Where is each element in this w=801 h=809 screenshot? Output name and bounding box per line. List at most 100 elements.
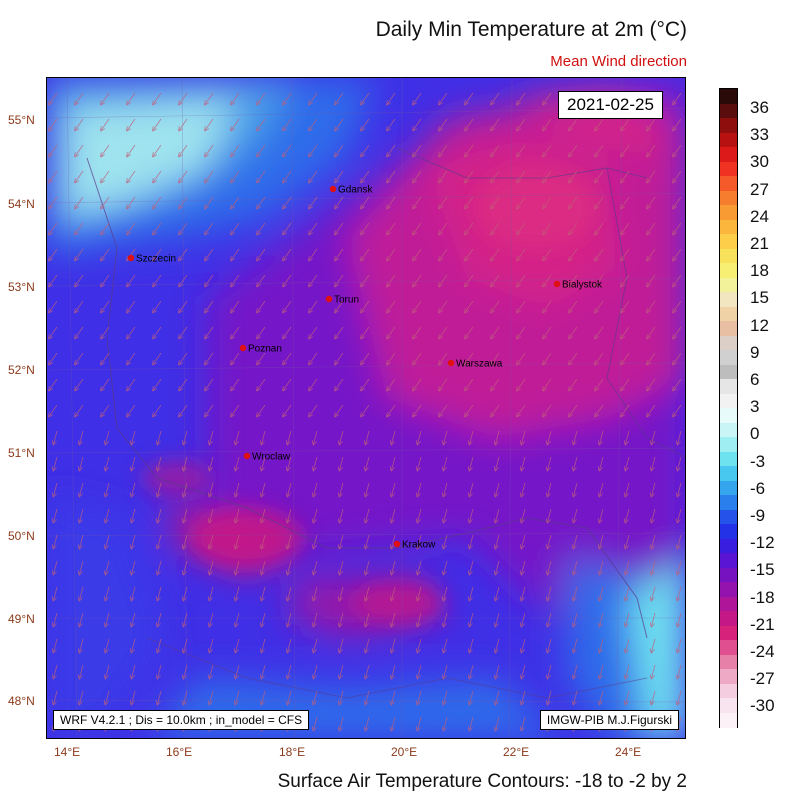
city-marker-wroclaw[interactable]: Wroclaw [243,452,291,463]
wind-arrow [569,222,578,234]
wind-arrow [209,534,214,549]
wind-arrow [105,456,110,471]
wind-arrow [439,144,448,156]
wind-arrow [651,690,656,705]
wind-arrow [621,222,630,234]
wind-arrow [439,92,448,104]
wind-arrow [179,196,188,208]
wind-arrow [131,690,136,705]
wind-arrow [595,248,604,260]
wind-arrow [131,664,136,679]
wind-arrow [283,274,292,286]
latitude-label: 51°N [8,446,35,460]
city-marker-bialystok[interactable]: Bialystok [553,280,603,291]
wind-arrow [625,586,630,601]
wind-arrow [651,612,656,627]
wind-arrow [625,456,630,471]
wind-arrow [261,456,266,471]
wind-arrow [209,612,214,627]
wind-arrow [335,352,344,364]
wind-arrow [465,170,474,182]
wind-arrow [517,170,526,182]
wind-arrow [413,118,422,130]
wind-arrow [495,430,500,445]
wind-arrow [339,534,344,549]
colorbar-label: -27 [750,669,775,689]
wind-arrow [105,638,110,653]
wind-arrow [205,300,214,312]
wind-arrow [569,326,578,338]
wind-arrow [153,326,162,338]
colorbar-label: 0 [750,424,760,444]
wind-arrow [651,430,656,445]
wind-arrow [257,378,266,390]
wind-arrow [79,664,84,679]
wind-arrow [283,196,292,208]
wind-arrow [673,92,682,104]
wind-arrow [595,352,604,364]
wind-arrow [235,430,240,445]
wind-arrow [49,144,58,156]
wind-arrow [439,326,448,338]
city-marker-warszawa[interactable]: Warszawa [447,359,503,370]
wind-arrow [339,508,344,523]
wind-arrow [183,482,188,497]
longitude-label: 24°E [615,745,642,759]
wind-arrow [417,430,422,445]
wind-arrow [391,586,396,601]
wind-arrow [183,430,188,445]
wind-arrow [131,430,136,445]
wind-arrow [205,144,214,156]
wind-arrow [231,196,240,208]
wind-arrow [75,248,84,260]
city-marker-szczecin[interactable]: Szczecin [127,254,176,265]
wind-arrow [569,144,578,156]
wind-arrow [543,404,552,416]
city-marker-krakow[interactable]: Krakow [393,540,436,551]
city-dot [325,295,333,303]
wind-arrow [439,118,448,130]
wind-arrow [573,534,578,549]
wind-arrow [387,300,396,312]
city-marker-torun[interactable]: Torun [325,295,359,306]
colorbar-swatch [720,495,737,510]
wind-arrow [469,456,474,471]
map-area[interactable]: Gdansk Szczecin Torun Bialystok Poznan Warsza… [46,77,686,739]
longitude-label: 16°E [166,745,193,759]
wind-arrow [49,300,58,312]
wind-arrow [179,118,188,130]
colorbar-label: -12 [750,533,775,553]
wind-arrow [235,482,240,497]
wind-arrow [543,352,552,364]
wind-arrow [625,612,630,627]
wind-arrow [179,222,188,234]
wind-arrow [339,586,344,601]
wind-arrow [131,508,136,523]
wind-arrow [465,118,474,130]
city-marker-gdansk[interactable]: Gdansk [329,185,374,196]
wind-arrow [339,638,344,653]
wind-arrow [391,508,396,523]
wind-arrow [595,222,604,234]
wind-arrow [387,92,396,104]
wind-arrow [335,300,344,312]
city-marker-poznan[interactable]: Poznan [239,344,282,355]
colorbar-swatch [720,611,737,626]
wind-arrow [153,378,162,390]
wind-arrow [365,690,370,705]
colorbar-label: 27 [750,179,769,199]
wind-arrow [335,118,344,130]
wind-arrow [621,404,630,416]
wind-arrow [647,118,656,130]
wind-arrow [651,638,656,653]
border-line [606,167,685,458]
wind-arrow [309,300,318,312]
map-footer: Surface Air Temperature Contours: -18 to… [277,771,687,792]
wind-arrow [287,586,292,601]
wind-arrow [313,482,318,497]
colorbar-swatch [720,234,737,249]
wind-arrow [465,92,474,104]
wind-arrow [313,586,318,601]
wind-arrow [443,612,448,627]
wind-arrow [339,482,344,497]
